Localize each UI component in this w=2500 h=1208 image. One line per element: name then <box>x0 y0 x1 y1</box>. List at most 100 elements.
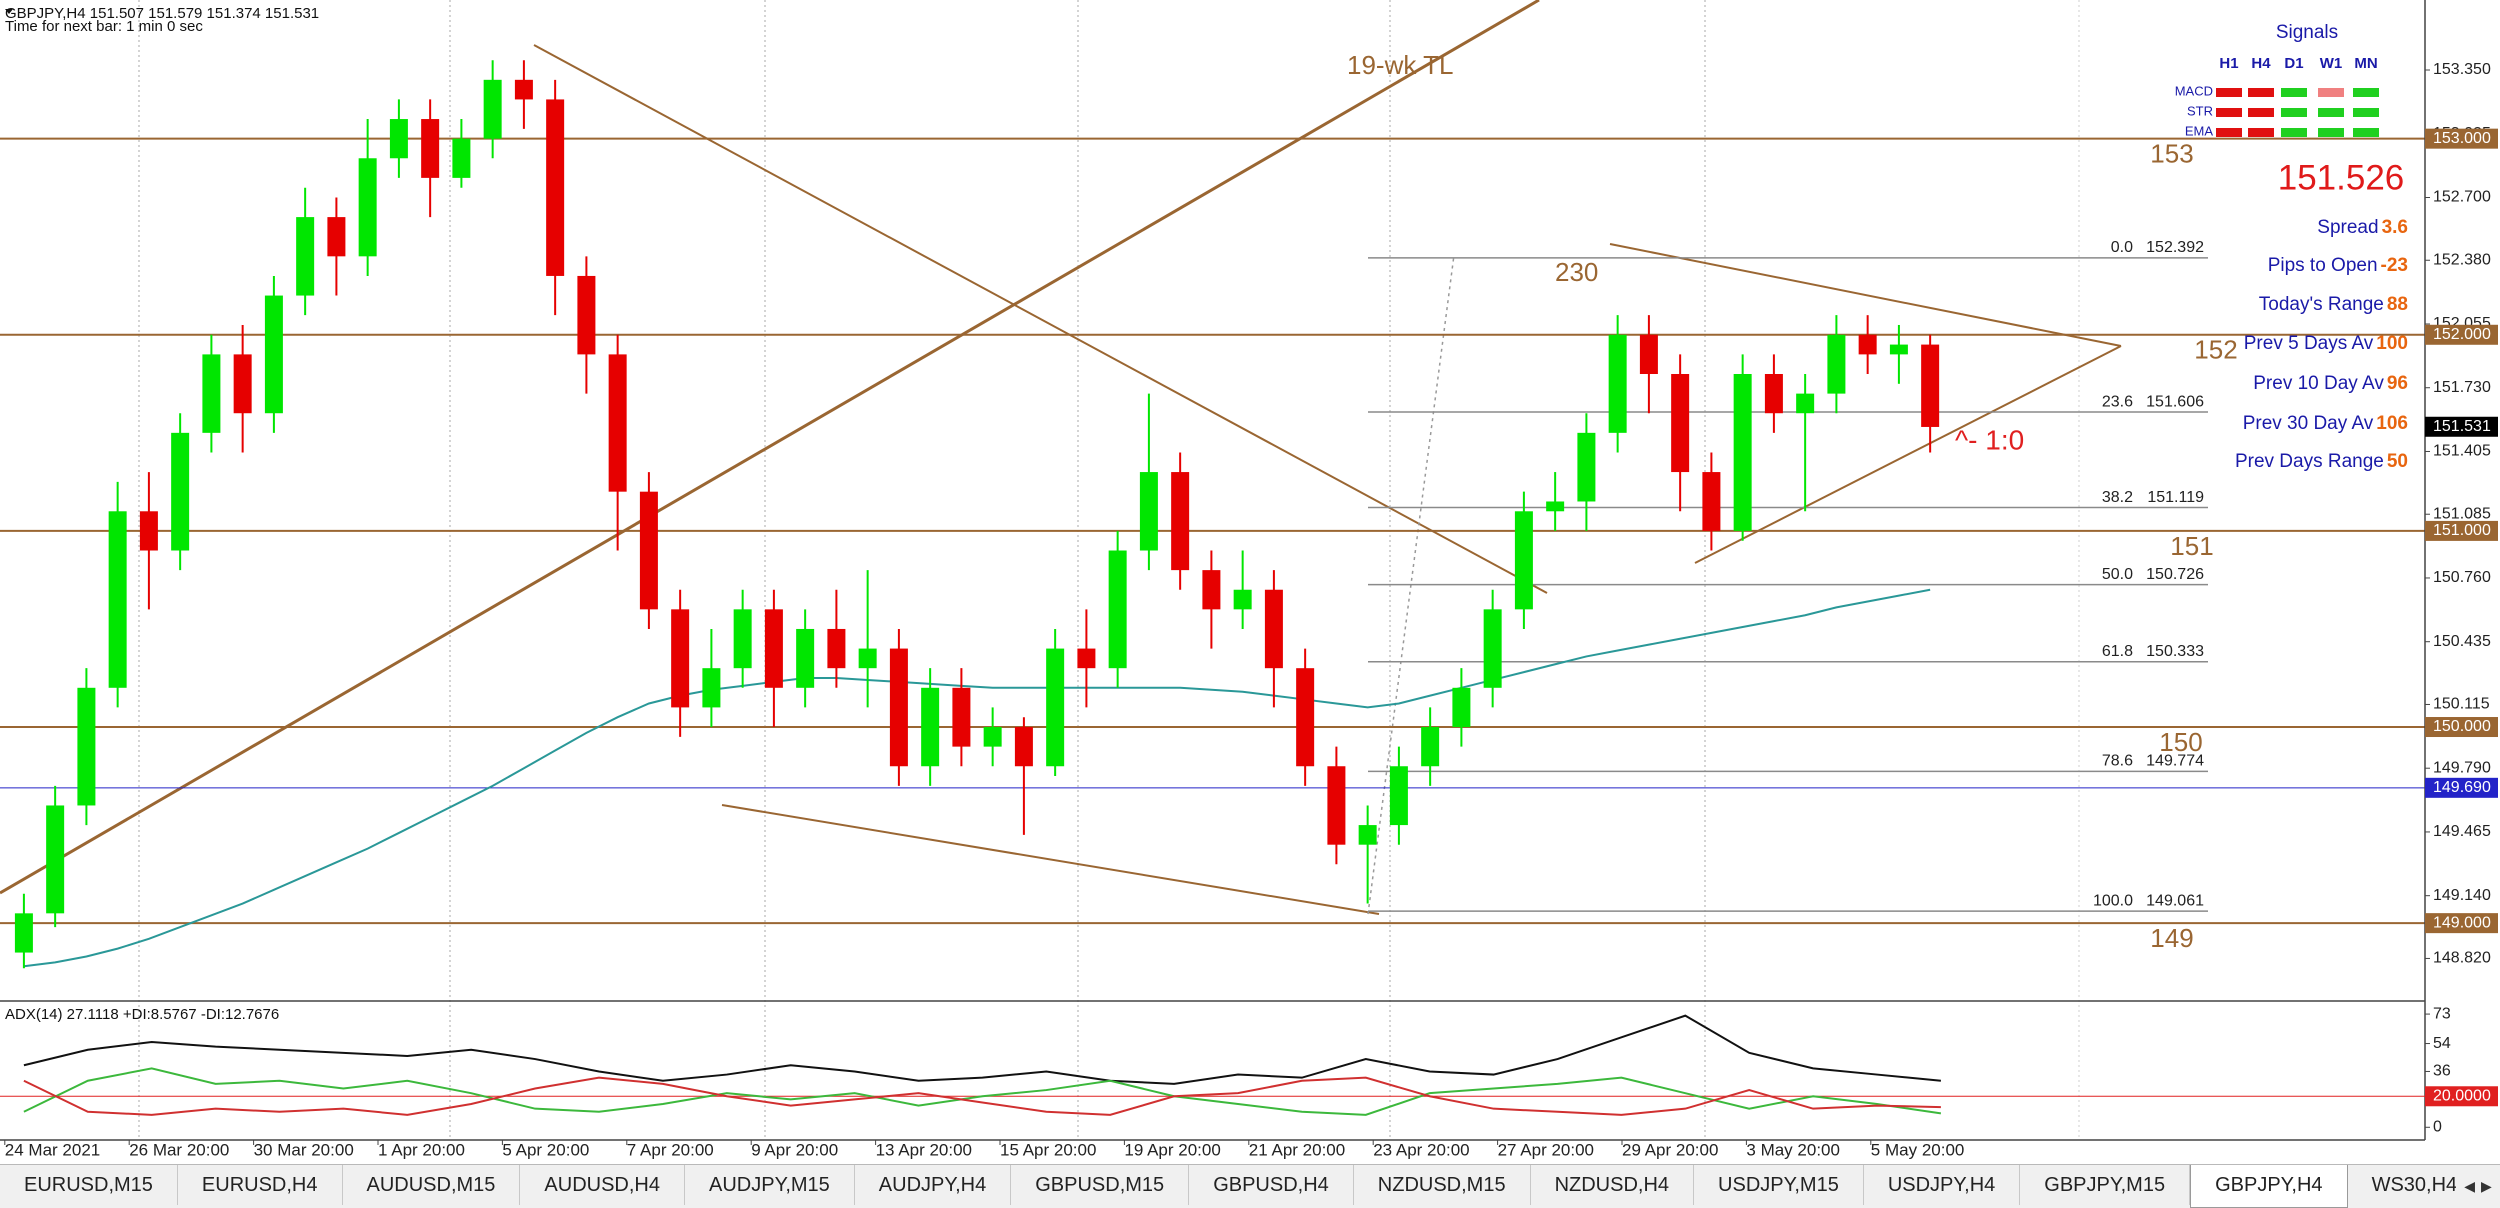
y-tick-label: 148.820 <box>2433 950 2491 967</box>
marker-label: 149.690 <box>2433 779 2491 796</box>
level-label: 20.0000 <box>2433 1087 2491 1104</box>
tab-scroll[interactable]: ◀ ▶ <box>2456 1165 2500 1207</box>
moving-average <box>23 588 1931 968</box>
y-tick-label: 149.140 <box>2433 887 2491 904</box>
candle-body <box>639 491 658 610</box>
annotation: 230 <box>1555 257 1598 287</box>
signal-column: MN <box>2354 55 2377 72</box>
y-tick-label: 36 <box>2433 1063 2451 1080</box>
signal-column: D1 <box>2284 55 2303 72</box>
symbol-tab[interactable]: GBPJPY,M15 <box>2020 1165 2191 1205</box>
indicator-line <box>23 1076 1941 1116</box>
candle-body <box>1514 511 1533 610</box>
stat-value: 100 <box>2376 333 2408 354</box>
x-tick-label: 19 Apr 20:00 <box>1124 1140 1220 1159</box>
candle-body <box>1889 344 1908 355</box>
symbol-tab[interactable]: AUDUSD,H4 <box>520 1165 685 1205</box>
signal-bar <box>2248 88 2274 97</box>
annotation: 19-wk TL <box>1347 50 1453 80</box>
level-label: 153.000 <box>2433 130 2491 147</box>
candle-body <box>1546 501 1565 512</box>
symbol-tab[interactable]: NZDUSD,M15 <box>1354 1165 1531 1205</box>
signal-bar <box>2353 108 2379 117</box>
level-box <box>2425 717 2498 738</box>
signal-bar <box>2318 88 2344 97</box>
signal-bar <box>2353 128 2379 137</box>
candle-body <box>1483 609 1502 688</box>
y-tick-label: 73 <box>2433 1005 2451 1022</box>
symbol-tab[interactable]: GBPJPY,H4 <box>2190 1165 2348 1208</box>
fib-level: 50.0 <box>2102 566 2133 583</box>
level-text: 149 <box>2150 923 2193 953</box>
symbol-tab[interactable]: EURUSD,H4 <box>178 1165 343 1205</box>
signal-column: H1 <box>2219 55 2238 72</box>
candle-body <box>921 687 940 767</box>
background <box>0 0 2500 1164</box>
symbol-tab[interactable]: EURUSD,M15 <box>0 1165 178 1205</box>
candle-body <box>1139 472 1158 551</box>
candle-body <box>1358 825 1377 845</box>
y-tick-label: 150.435 <box>2433 633 2491 650</box>
symbol-tab[interactable]: NZDUSD,H4 <box>1531 1165 1695 1205</box>
candle-body <box>327 217 346 257</box>
candle-body <box>483 79 502 139</box>
bar-timer: Time for next bar: 1 min 0 sec <box>5 18 203 35</box>
candle-body <box>1421 727 1440 767</box>
candle-body <box>139 511 158 551</box>
fib-level: 100.0 <box>2093 892 2133 909</box>
stat-value: -23 <box>2381 255 2408 276</box>
x-tick-label: 13 Apr 20:00 <box>876 1140 972 1159</box>
symbol-tab[interactable]: AUDJPY,H4 <box>855 1165 1012 1205</box>
live-price: 151.526 <box>2278 158 2405 197</box>
symbol-tab[interactable]: AUDJPY,M15 <box>685 1165 855 1205</box>
candle-body <box>358 158 377 257</box>
candle-body <box>1639 334 1658 375</box>
candle-body <box>389 119 408 159</box>
fib-value: 151.606 <box>2146 393 2204 410</box>
candle-body <box>796 628 815 688</box>
x-tick-label: 15 Apr 20:00 <box>1000 1140 1096 1159</box>
signal-bar <box>2281 108 2307 117</box>
x-tick-label: 3 May 20:00 <box>1746 1140 1840 1159</box>
fib-value: 152.392 <box>2146 239 2204 256</box>
y-tick-label: 153.350 <box>2433 61 2491 78</box>
signals-title: Signals <box>2276 22 2338 43</box>
candle-body <box>764 609 783 688</box>
signal-row: STR <box>2187 103 2213 118</box>
candle-body <box>889 648 908 767</box>
candle-body <box>202 354 221 433</box>
stat-value: 96 <box>2387 373 2408 394</box>
fib-level: 38.2 <box>2102 489 2133 506</box>
signal-bar <box>2353 88 2379 97</box>
level-text: 152 <box>2194 335 2237 365</box>
fib-value: 150.333 <box>2146 643 2204 660</box>
x-tick-label: 23 Apr 20:00 <box>1373 1140 1469 1159</box>
symbol-tab[interactable]: USDJPY,M15 <box>1694 1165 1864 1205</box>
symbol-tab[interactable]: GBPUSD,M15 <box>1011 1165 1190 1205</box>
symbol-info: GBPJPY,H4 151.507 151.579 151.374 151.53… <box>5 5 319 22</box>
symbol-tab[interactable]: USDJPY,H4 <box>1864 1165 2021 1205</box>
indicator-title: ADX(14) 27.1118 +DI:8.5767 -DI:12.7676 <box>5 1006 279 1023</box>
stat-label: Today's Range <box>2259 294 2384 315</box>
symbol-tab[interactable]: AUDUSD,M15 <box>343 1165 521 1205</box>
candle-body <box>1014 727 1033 767</box>
candle-body <box>1608 334 1627 433</box>
x-tick-label: 7 Apr 20:00 <box>627 1140 714 1159</box>
x-tick-label: 9 Apr 20:00 <box>751 1140 838 1159</box>
x-tick-label: 5 May 20:00 <box>1871 1140 1965 1159</box>
candle-body <box>1858 334 1877 355</box>
x-tick-label: 29 Apr 20:00 <box>1622 1140 1718 1159</box>
y-tick-label: 149.465 <box>2433 823 2491 840</box>
level-box <box>2425 128 2498 149</box>
fib-value: 149.061 <box>2146 892 2204 909</box>
signal-row: MACD <box>2175 83 2213 98</box>
signal-bar <box>2281 88 2307 97</box>
symbol-tab[interactable]: GBPUSD,H4 <box>1189 1165 1354 1205</box>
stat-label: Spread <box>2317 217 2378 238</box>
level-box <box>2425 913 2498 934</box>
y-tick-label: 151.405 <box>2433 443 2491 460</box>
level-box <box>2425 520 2498 541</box>
indicator-line <box>23 1067 1942 1116</box>
vertical-grid <box>138 0 2080 1140</box>
x-tick-label: 26 Mar 20:00 <box>129 1140 229 1159</box>
